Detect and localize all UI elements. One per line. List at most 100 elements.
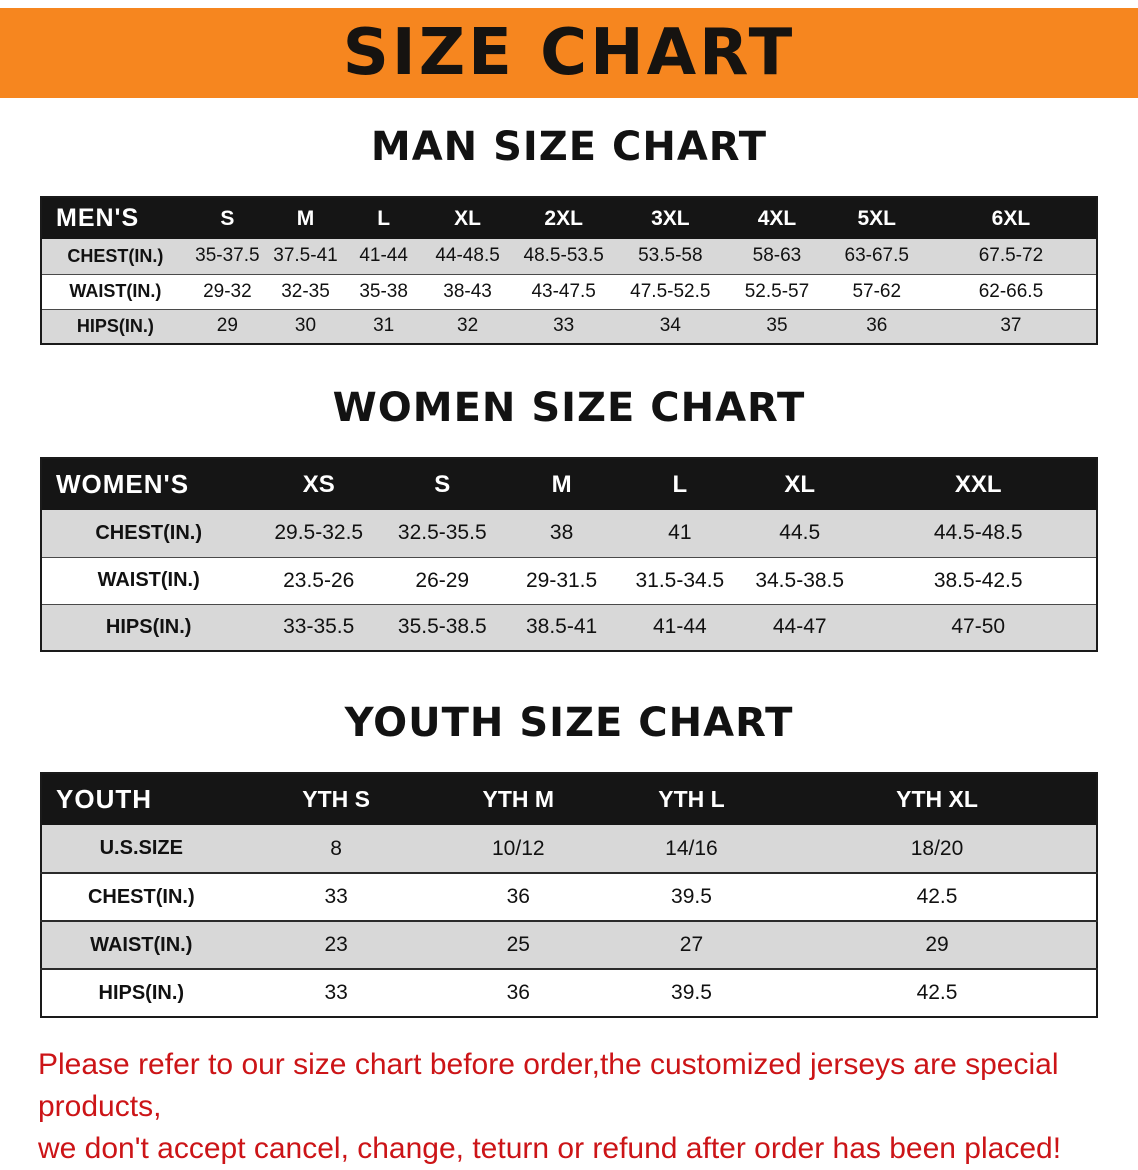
youth-waist-row: WAIST(IN.) 23 25 27 29 [41,921,1097,970]
size-value-cell: 41 [620,510,739,558]
row-label-cell: WAIST(IN.) [41,921,241,970]
size-value-cell: 30 [265,309,346,344]
column-header: S [188,197,266,239]
size-value-cell: 33 [512,309,615,344]
size-value-cell: 26-29 [382,557,503,605]
row-label-cell: HIPS(IN.) [41,309,189,344]
column-header: XL [422,197,513,239]
size-value-cell: 41-44 [345,239,423,275]
women-hips-row: HIPS(IN.) 33-35.5 35.5-38.5 38.5-41 41-4… [41,604,1097,651]
size-value-cell: 37 [925,309,1097,344]
size-value-cell: 63-67.5 [827,239,926,275]
size-value-cell: 43-47.5 [512,274,615,310]
size-value-cell: 32.5-35.5 [382,510,503,558]
size-value-cell: 29-31.5 [502,557,621,605]
women-table-title-cell: WOMEN'S [41,458,256,510]
youth-table-title-cell: YOUTH [41,773,241,825]
size-value-cell: 31 [345,309,423,344]
size-value-cell: 36 [431,969,605,1017]
size-value-cell: 47-50 [860,604,1097,651]
size-value-cell: 62-66.5 [925,274,1097,310]
size-value-cell: 35-37.5 [188,239,266,275]
men-section-heading: MAN SIZE CHART [370,124,768,170]
column-header: L [620,458,739,510]
size-value-cell: 48.5-53.5 [512,239,615,275]
size-value-cell: 8 [240,825,432,874]
size-value-cell: 18/20 [778,825,1097,874]
column-header: M [502,458,621,510]
women-size-table: WOMEN'S XS S M L XL XXL CHEST(IN.) 29.5-… [40,457,1098,652]
column-header: XL [738,458,861,510]
row-label-cell: U.S.SIZE [41,825,241,874]
size-value-cell: 38 [502,510,621,558]
size-value-cell: 32-35 [265,274,346,310]
size-value-cell: 41-44 [620,604,739,651]
row-label-cell: CHEST(IN.) [41,239,189,275]
size-value-cell: 36 [431,873,605,922]
size-value-cell: 37.5-41 [265,239,346,275]
youth-hips-row: HIPS(IN.) 33 36 39.5 42.5 [41,969,1097,1017]
size-value-cell: 44-47 [738,604,861,651]
size-value-cell: 14/16 [604,825,779,874]
women-chest-row: CHEST(IN.) 29.5-32.5 32.5-35.5 38 41 44.… [41,510,1097,558]
size-value-cell: 36 [827,309,926,344]
size-value-cell: 25 [431,921,605,970]
size-value-cell: 52.5-57 [726,274,828,310]
size-value-cell: 33 [240,969,432,1017]
size-value-cell: 44.5 [738,510,861,558]
size-value-cell: 53.5-58 [614,239,727,275]
row-label-cell: CHEST(IN.) [41,873,241,922]
size-value-cell: 35 [726,309,828,344]
size-value-cell: 33-35.5 [255,604,383,651]
size-value-cell: 29 [778,921,1097,970]
size-value-cell: 44.5-48.5 [860,510,1097,558]
size-value-cell: 38.5-41 [502,604,621,651]
youth-section-heading: YOUTH SIZE CHART [344,700,794,746]
column-header: 2XL [512,197,615,239]
men-chest-row: CHEST(IN.) 35-37.5 37.5-41 41-44 44-48.5… [41,239,1097,275]
size-value-cell: 42.5 [778,873,1097,922]
size-value-cell: 34 [614,309,727,344]
size-value-cell: 29-32 [188,274,266,310]
disclaimer-line-1: Please refer to our size chart before or… [38,1048,1059,1123]
size-value-cell: 35.5-38.5 [382,604,503,651]
column-header: 6XL [925,197,1097,239]
size-value-cell: 39.5 [604,873,779,922]
size-value-cell: 32 [422,309,513,344]
size-value-cell: 67.5-72 [925,239,1097,275]
column-header: L [345,197,423,239]
column-header: S [382,458,503,510]
column-header: XXL [860,458,1097,510]
column-header: YTH M [431,773,605,825]
men-table-header-row: MEN'S S M L XL 2XL 3XL 4XL 5XL 6XL [41,197,1097,239]
column-header: YTH XL [778,773,1097,825]
column-header: XS [255,458,383,510]
row-label-cell: WAIST(IN.) [41,557,256,605]
size-value-cell: 57-62 [827,274,926,310]
row-label-cell: HIPS(IN.) [41,604,256,651]
size-value-cell: 39.5 [604,969,779,1017]
size-value-cell: 33 [240,873,432,922]
column-header: YTH S [240,773,432,825]
size-value-cell: 10/12 [431,825,605,874]
row-label-cell: CHEST(IN.) [41,510,256,558]
column-header: M [265,197,346,239]
column-header: 3XL [614,197,727,239]
men-waist-row: WAIST(IN.) 29-32 32-35 35-38 38-43 43-47… [41,274,1097,310]
size-value-cell: 47.5-52.5 [614,274,727,310]
men-table-title-cell: MEN'S [41,197,189,239]
size-value-cell: 29.5-32.5 [255,510,383,558]
column-header: YTH L [604,773,779,825]
youth-chest-row: CHEST(IN.) 33 36 39.5 42.5 [41,873,1097,922]
women-table-header-row: WOMEN'S XS S M L XL XXL [41,458,1097,510]
size-value-cell: 23 [240,921,432,970]
size-chart-banner: SIZE CHART [0,8,1138,98]
size-value-cell: 44-48.5 [422,239,513,275]
youth-ussize-row: U.S.SIZE 8 10/12 14/16 18/20 [41,825,1097,874]
size-value-cell: 38-43 [422,274,513,310]
size-value-cell: 34.5-38.5 [738,557,861,605]
size-value-cell: 29 [188,309,266,344]
youth-table-header-row: YOUTH YTH S YTH M YTH L YTH XL [41,773,1097,825]
men-hips-row: HIPS(IN.) 29 30 31 32 33 34 35 36 37 [41,309,1097,344]
size-value-cell: 58-63 [726,239,828,275]
